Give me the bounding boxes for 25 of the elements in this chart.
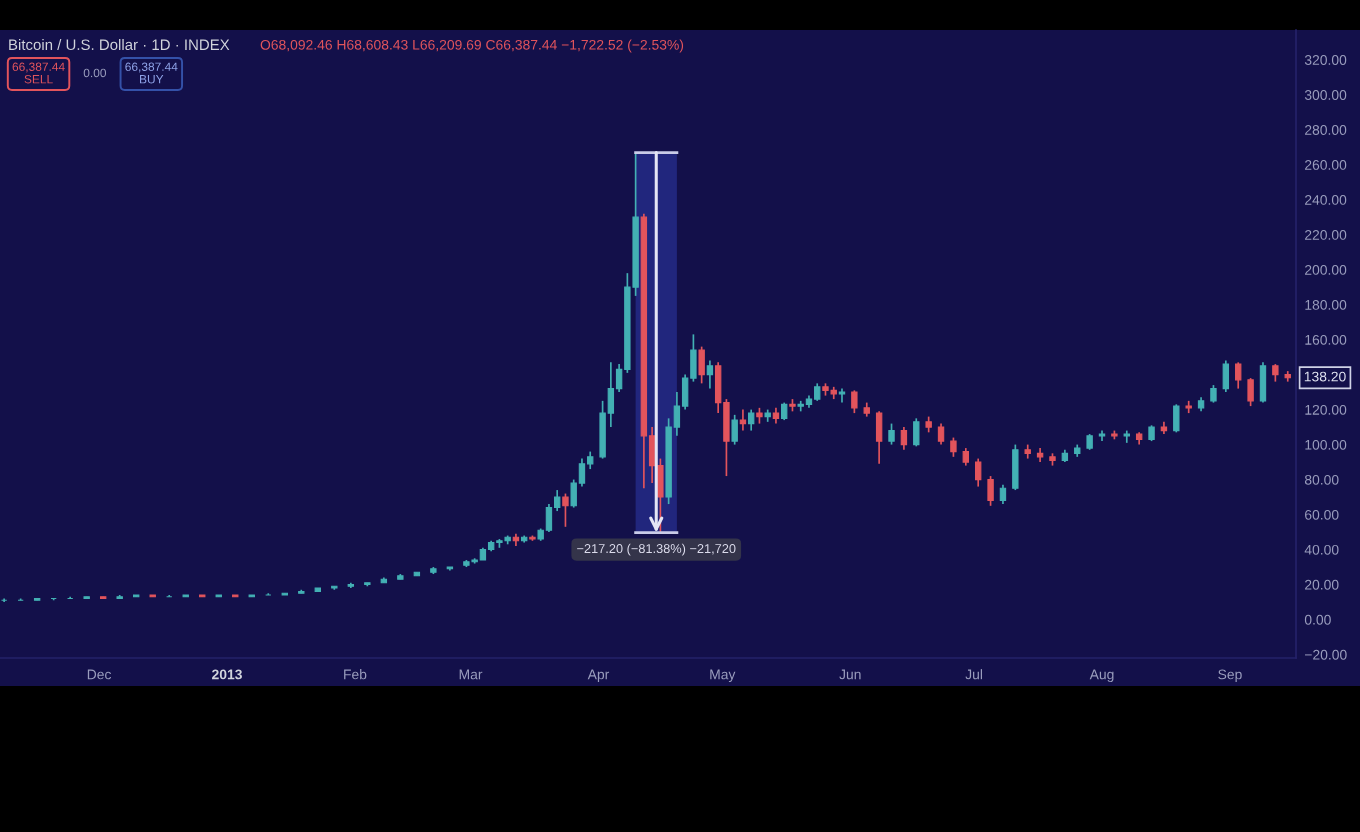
candlestick — [888, 422, 895, 446]
candlestick — [1123, 429, 1130, 444]
candlestick — [875, 410, 883, 465]
candlestick — [974, 457, 982, 488]
candlestick — [1185, 400, 1192, 414]
candlestick — [1222, 359, 1230, 393]
candlestick — [987, 475, 994, 507]
candlestick — [698, 345, 705, 385]
candlestick — [937, 422, 945, 446]
candlestick — [950, 436, 957, 458]
candlestick — [545, 503, 553, 533]
candlestick — [562, 492, 569, 528]
candlestick — [900, 426, 908, 451]
candlestick — [913, 417, 920, 448]
candlestick — [747, 408, 755, 432]
candlestick — [739, 408, 747, 432]
candlestick — [1173, 403, 1180, 434]
candlestick — [1259, 361, 1267, 404]
candlestick — [1235, 361, 1242, 390]
candlestick — [731, 414, 738, 446]
candlestick — [1247, 377, 1254, 407]
candlestick — [999, 483, 1007, 505]
candlestick — [1012, 443, 1019, 491]
candlestick — [706, 359, 714, 390]
candlestick — [851, 389, 858, 414]
